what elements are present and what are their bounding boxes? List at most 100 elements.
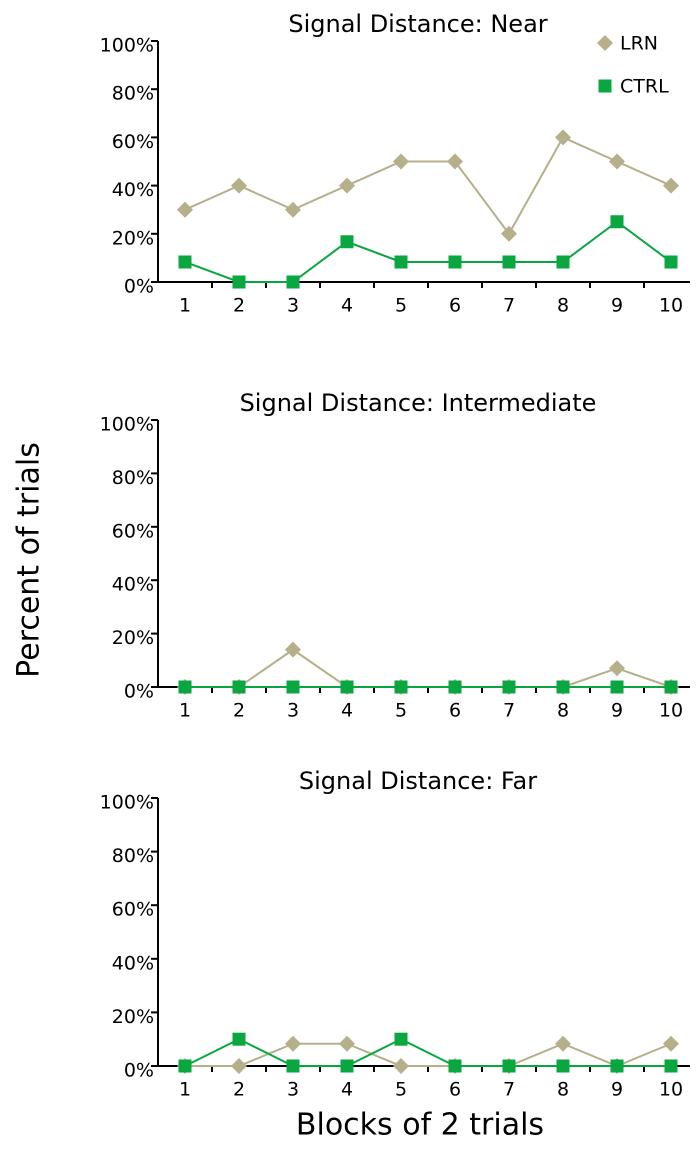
marker-square	[610, 215, 624, 229]
y-tick-label: 0%	[124, 1060, 154, 1082]
marker-square	[232, 680, 246, 694]
y-tick-label: 20%	[112, 227, 154, 249]
y-tick-label: 80%	[112, 845, 154, 867]
marker-square	[394, 680, 408, 694]
series-line	[184, 220, 672, 283]
marker-diamond	[609, 660, 625, 677]
marker-diamond	[339, 1035, 355, 1052]
y-tick-label: 20%	[112, 1006, 154, 1028]
x-tick-label: 6	[449, 1079, 461, 1101]
y-tick-label: 60%	[112, 131, 154, 153]
marker-square	[340, 235, 354, 249]
marker-diamond	[663, 1035, 679, 1052]
x-tick-label: 7	[503, 295, 515, 317]
marker-diamond	[447, 153, 463, 170]
y-tick-label: 100%	[100, 414, 154, 436]
series-line	[184, 136, 672, 236]
marker-diamond	[285, 201, 301, 218]
chart-title: Signal Distance: Far	[299, 767, 537, 795]
marker-diamond	[609, 153, 625, 170]
x-tick-label: 3	[287, 295, 299, 317]
x-tick-label: 8	[557, 295, 569, 317]
x-tick-label: 6	[449, 295, 461, 317]
marker-square	[178, 255, 192, 269]
marker-diamond	[285, 641, 301, 658]
marker-square	[394, 1032, 408, 1046]
marker-diamond	[597, 35, 613, 51]
marker-square	[556, 255, 570, 269]
x-tick-label: 3	[287, 1079, 299, 1101]
marker-square	[610, 680, 624, 694]
y-tick-label: 0%	[124, 276, 154, 298]
x-tick-label: 7	[503, 1079, 515, 1101]
marker-square	[286, 680, 300, 694]
x-tick-label: 5	[395, 700, 407, 722]
y-tick-label: 0%	[124, 681, 154, 703]
y-tick-label: 100%	[100, 792, 154, 814]
y-tick-label: 40%	[112, 952, 154, 974]
marker-square	[178, 680, 192, 694]
x-tick-label: 9	[611, 295, 623, 317]
marker-square	[502, 1059, 516, 1073]
y-tick-label: 40%	[112, 574, 154, 596]
x-tick-label: 2	[233, 295, 245, 317]
marker-square	[610, 1059, 624, 1073]
y-tick-label: 80%	[112, 467, 154, 489]
marker-square	[448, 680, 462, 694]
x-tick-label: 2	[233, 1079, 245, 1101]
marker-square	[664, 680, 678, 694]
x-tick-label: 9	[611, 1079, 623, 1101]
y-tick-label: 80%	[112, 83, 154, 105]
marker-square	[394, 255, 408, 269]
x-tick-label: 9	[611, 700, 623, 722]
x-tick-label: 8	[557, 700, 569, 722]
y-tick-label: 40%	[112, 179, 154, 201]
marker-square	[286, 275, 300, 289]
marker-diamond	[231, 1058, 247, 1074]
x-tick-label: 3	[287, 700, 299, 722]
x-tick-label: 5	[395, 295, 407, 317]
marker-square	[286, 1059, 300, 1073]
marker-square	[178, 1059, 192, 1073]
x-tick-label: 8	[557, 1079, 569, 1101]
marker-square	[232, 275, 246, 289]
marker-diamond	[339, 177, 355, 194]
series-line	[185, 1042, 672, 1068]
series-line	[184, 1038, 671, 1067]
marker-square	[448, 255, 462, 269]
marker-square	[502, 255, 516, 269]
marker-square	[556, 1059, 570, 1073]
marker-diamond	[555, 1035, 571, 1052]
x-tick-label: 7	[503, 700, 515, 722]
marker-square	[340, 1059, 354, 1073]
x-tick-label: 6	[449, 700, 461, 722]
marker-square	[556, 680, 570, 694]
x-tick-label: 4	[341, 700, 353, 722]
x-tick-label: 4	[341, 295, 353, 317]
y-tick-label: 60%	[112, 520, 154, 542]
marker-square	[598, 79, 612, 93]
marker-square	[664, 255, 678, 269]
marker-diamond	[555, 129, 571, 146]
marker-diamond	[501, 225, 517, 242]
x-tick-label: 10	[659, 295, 683, 317]
marker-diamond	[393, 1058, 409, 1074]
legend-label: LRN	[620, 33, 658, 55]
chart-title: Signal Distance: Near	[288, 10, 547, 38]
x-tick-label: 4	[341, 1079, 353, 1101]
marker-square	[448, 1059, 462, 1073]
marker-square	[502, 680, 516, 694]
x-tick-label: 1	[179, 700, 191, 722]
x-tick-label: 1	[179, 295, 191, 317]
marker-square	[232, 1032, 246, 1046]
x-tick-label: 1	[179, 1079, 191, 1101]
chart-title: Signal Distance: Intermediate	[240, 389, 597, 417]
marker-square	[340, 680, 354, 694]
y-tick-label: 60%	[112, 899, 154, 921]
x-tick-label: 2	[233, 700, 245, 722]
y-axis-label: Percent of trials	[12, 442, 47, 678]
marker-diamond	[177, 201, 193, 218]
marker-diamond	[285, 1035, 301, 1052]
marker-diamond	[231, 177, 247, 194]
